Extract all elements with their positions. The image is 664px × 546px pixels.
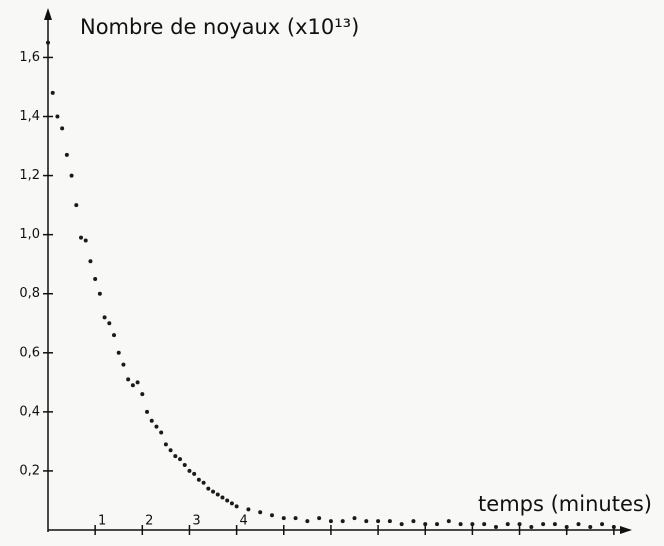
data-point <box>135 380 140 385</box>
data-point <box>163 442 168 447</box>
data-point <box>97 291 102 296</box>
x-tick-label: 3 <box>192 514 200 529</box>
x-axis-arrow <box>620 526 632 534</box>
y-tick-label: 0,4 <box>19 404 40 419</box>
data-point <box>611 525 616 530</box>
data-point <box>552 522 557 527</box>
data-point <box>281 516 286 521</box>
data-point <box>178 457 183 462</box>
data-point <box>482 522 487 527</box>
data-point <box>173 454 178 459</box>
data-point <box>220 495 225 500</box>
data-point <box>458 522 463 527</box>
data-point <box>541 522 546 527</box>
data-point <box>55 114 60 119</box>
x-axis-label: temps (minutes) <box>478 492 652 516</box>
y-tick-label: 0,2 <box>19 463 40 478</box>
data-point <box>293 516 298 521</box>
data-point <box>600 522 605 527</box>
data-point <box>229 501 234 506</box>
data-point <box>399 522 404 527</box>
data-point <box>305 519 310 524</box>
data-point <box>215 492 220 497</box>
y-axis-arrow <box>44 8 52 20</box>
x-tick-label: 1 <box>98 514 106 529</box>
data-point <box>159 430 164 435</box>
y-tick-label: 0,8 <box>19 286 40 301</box>
data-point <box>352 516 357 521</box>
data-point <box>46 40 50 45</box>
data-point <box>206 486 211 491</box>
data-point <box>201 480 206 485</box>
data-point <box>50 90 55 95</box>
data-point <box>493 525 498 530</box>
data-point <box>340 519 345 524</box>
data-point <box>576 522 581 527</box>
data-point <box>269 513 274 518</box>
data-point <box>192 471 197 476</box>
data-point <box>564 525 569 530</box>
data-point <box>246 507 251 512</box>
data-point <box>107 321 112 326</box>
data-point <box>149 418 154 423</box>
data-point <box>196 477 201 482</box>
data-point <box>126 377 131 382</box>
y-tick-label: 1,6 <box>19 50 40 65</box>
data-point <box>364 519 369 524</box>
data-point <box>74 203 79 208</box>
data-point <box>121 362 126 367</box>
data-point <box>505 522 510 527</box>
data-point <box>60 126 65 131</box>
x-tick-label: 2 <box>145 514 153 529</box>
data-point <box>187 468 192 473</box>
data-point <box>168 448 173 453</box>
data-point <box>446 519 451 524</box>
data-point <box>88 259 93 264</box>
data-point <box>470 522 475 527</box>
data-point <box>79 235 84 240</box>
data-point <box>317 516 322 521</box>
y-tick-label: 1,0 <box>19 227 40 242</box>
data-point <box>69 173 74 178</box>
data-point <box>145 409 150 414</box>
data-point <box>140 392 145 397</box>
y-tick-label: 1,4 <box>19 109 40 124</box>
data-point <box>93 276 98 281</box>
data-point <box>116 350 121 355</box>
data-point <box>130 383 135 388</box>
data-point <box>328 519 333 524</box>
data-point <box>423 522 428 527</box>
data-point <box>112 333 117 338</box>
data-point <box>234 504 239 509</box>
x-tick-label: 4 <box>239 514 247 529</box>
y-axis-label: Nombre de noyaux (x10¹³) <box>80 15 359 39</box>
y-tick-label: 1,2 <box>19 168 40 183</box>
data-point <box>529 525 534 530</box>
data-point <box>83 238 88 243</box>
y-tick-label: 0,6 <box>19 345 40 360</box>
data-point <box>225 498 230 503</box>
data-point <box>517 522 522 527</box>
data-point <box>411 519 416 524</box>
data-point <box>211 489 216 494</box>
data-point <box>387 519 392 524</box>
data-point <box>102 315 107 320</box>
data-point <box>182 463 187 468</box>
data-point <box>376 519 381 524</box>
data-point <box>154 424 159 429</box>
data-point <box>435 522 440 527</box>
data-point <box>64 152 69 157</box>
data-point <box>258 510 263 515</box>
data-point <box>588 525 593 530</box>
